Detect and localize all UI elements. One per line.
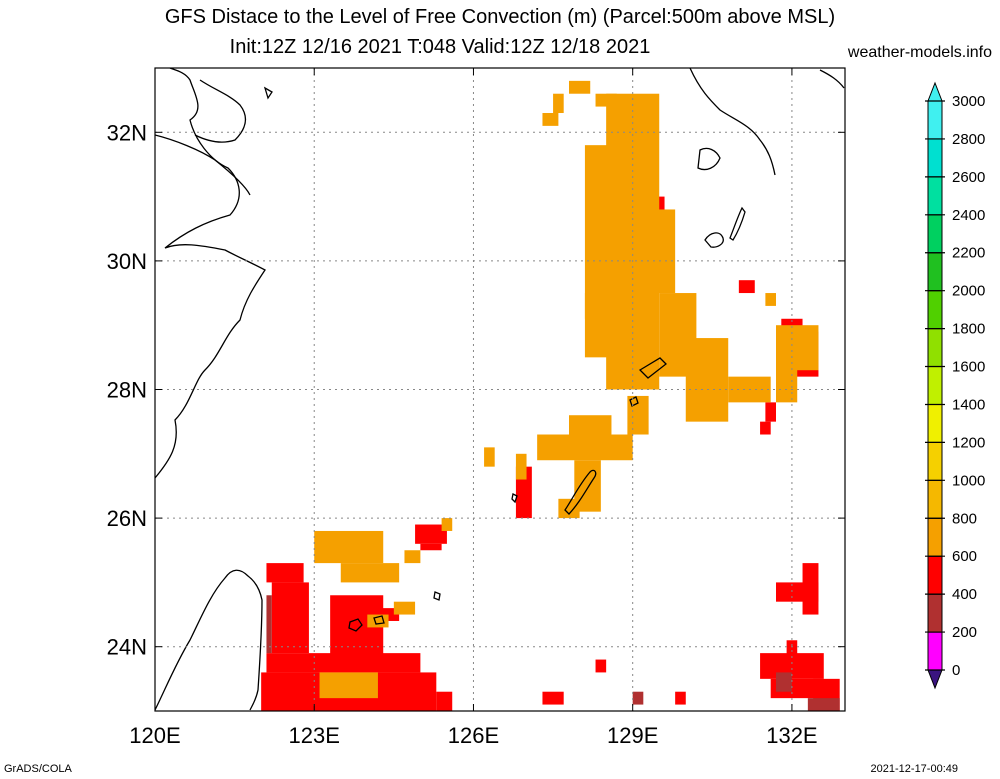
- longitude-ticks: 120E 123E 126E 129E 132E: [129, 68, 818, 748]
- lfc-cell-red: [675, 691, 686, 705]
- colorbar-segment: [927, 366, 943, 405]
- colorbar-label: 2000: [952, 283, 985, 300]
- lon-tick-label: 126E: [448, 723, 499, 748]
- colorbar-label: 200: [952, 624, 977, 641]
- lfc-cell-orange: [441, 518, 453, 531]
- lat-tick-label: 26N: [107, 506, 147, 531]
- lfc-cell-darkred: [807, 698, 840, 711]
- lfc-cell-orange: [484, 447, 495, 467]
- lat-tick-label: 24N: [107, 635, 147, 660]
- colorbar-segment: [927, 593, 943, 633]
- colorbar-label: 1600: [952, 359, 985, 376]
- lfc-cell-orange: [393, 601, 416, 615]
- lfc-cell-orange: [542, 113, 559, 126]
- colorbar-segment: [927, 441, 943, 481]
- software-credit: GrADS/COLA: [4, 763, 72, 775]
- colorbar-label: 400: [952, 586, 977, 603]
- lon-tick-label: 120E: [129, 723, 180, 748]
- lfc-cell-orange: [319, 672, 378, 699]
- lat-tick-label: 32N: [107, 120, 147, 145]
- lat-tick-label: 30N: [107, 249, 147, 274]
- lfc-cell-orange: [569, 415, 612, 454]
- colorbar-segment: [927, 290, 943, 330]
- lfc-cell-orange: [553, 93, 564, 114]
- lfc-cell-red: [420, 543, 442, 551]
- lfc-cell-red: [738, 280, 755, 294]
- colorbar-segment: [927, 517, 943, 557]
- colorbar-label: 800: [952, 510, 977, 527]
- lfc-cell-orange: [765, 293, 776, 306]
- lfc-cell-orange: [776, 363, 798, 403]
- coastline: [155, 68, 845, 711]
- lfc-cell-orange: [404, 550, 421, 564]
- colorbar-segment: [927, 138, 943, 178]
- lfc-cell-orange: [558, 498, 580, 519]
- colorbar-segment: [927, 100, 943, 140]
- lfc-cell-orange: [595, 93, 617, 107]
- lfc-cell-red: [595, 659, 607, 673]
- color-scale: 0 200 400 600 800 1000 1200 1400 1600 1800 2000 220…: [925, 81, 985, 690]
- lfc-cell-orange: [340, 563, 400, 583]
- latitude-ticks: 24N 26N 28N 30N 32N: [107, 120, 845, 660]
- colorbar-segment: [927, 328, 943, 368]
- lfc-cell-orange: [776, 325, 819, 371]
- colorbar-label: 2200: [952, 245, 985, 262]
- lfc-cell-orange: [632, 209, 676, 294]
- colorbar-label: 2600: [952, 169, 985, 186]
- colorbar-segment: [927, 631, 943, 671]
- colorbar-segment: [927, 214, 943, 254]
- lfc-cell-red: [542, 691, 564, 705]
- lfc-cell-red: [266, 563, 304, 583]
- colorbar-label: 1200: [952, 434, 985, 451]
- lfc-cell-darkred: [632, 691, 644, 705]
- lfc-cell-red: [802, 563, 819, 615]
- lfc-field: [261, 80, 840, 711]
- colorbar-label: 0: [952, 662, 960, 679]
- generated-timestamp: 2021-12-17-00:49: [870, 763, 958, 775]
- colorbar-label: 1000: [952, 472, 985, 489]
- map-subtitle: Init:12Z 12/16 2021 T:048 Valid:12Z 12/1…: [229, 36, 651, 58]
- lfc-cell-red: [271, 582, 309, 654]
- lfc-cell-red: [266, 653, 421, 673]
- lon-tick-label: 129E: [607, 723, 658, 748]
- colorbar-label: 1800: [952, 321, 985, 338]
- lfc-cell-orange: [584, 145, 612, 319]
- lfc-cell-orange: [685, 338, 729, 422]
- lfc-cell-orange: [367, 614, 389, 628]
- lfc-cell-red: [760, 421, 771, 435]
- lfc-cell-red: [415, 524, 447, 544]
- lfc-cell-orange: [569, 80, 591, 94]
- lfc-cell-orange: [515, 453, 527, 480]
- colorbar-label: 3000: [952, 93, 985, 110]
- lfc-cell-red: [786, 640, 798, 660]
- colorbar-segment: [927, 403, 943, 443]
- lfc-cell-orange: [584, 293, 633, 358]
- lfc-cell-red: [765, 402, 776, 422]
- lfc-cell-orange: [314, 530, 384, 564]
- source-label: weather-models.info: [847, 44, 992, 61]
- colorbar-under-arrow: [927, 669, 943, 690]
- colorbar-label: 2800: [952, 131, 985, 148]
- lfc-cell-red: [436, 691, 453, 711]
- colorbar-label: 2400: [952, 207, 985, 224]
- lon-tick-label: 123E: [289, 723, 340, 748]
- lfc-cell-darkred: [266, 595, 272, 654]
- colorbar-segment: [927, 479, 943, 519]
- colorbar-segment: [927, 555, 943, 595]
- lon-tick-label: 132E: [766, 723, 817, 748]
- lfc-cell-darkred: [776, 672, 792, 692]
- colorbar-segment: [927, 176, 943, 216]
- lat-tick-label: 28N: [107, 378, 147, 403]
- map-title: GFS Distace to the Level of Free Convect…: [164, 6, 836, 28]
- colorbar-over-arrow: [927, 81, 943, 102]
- colorbar-segment: [927, 252, 943, 292]
- colorbar-label: 1400: [952, 396, 985, 413]
- colorbar-label: 600: [952, 548, 977, 565]
- lfc-cell-red: [330, 595, 384, 660]
